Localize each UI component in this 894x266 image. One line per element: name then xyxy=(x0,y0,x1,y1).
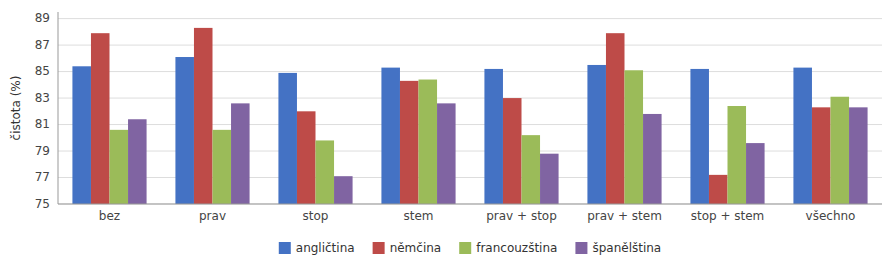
bar xyxy=(175,57,194,204)
bar xyxy=(128,119,147,204)
bar xyxy=(503,98,522,204)
bar xyxy=(484,69,503,204)
y-tick-label: 85 xyxy=(35,64,50,78)
x-tick-label: stem xyxy=(403,209,433,223)
y-tick-label: 83 xyxy=(35,91,50,105)
legend: angličtina němčina francouzština španělštin… xyxy=(279,241,661,255)
grid-line xyxy=(58,45,882,46)
bar xyxy=(606,33,625,204)
x-tick-label: stop + stem xyxy=(691,209,765,223)
bar xyxy=(587,65,606,204)
bar xyxy=(522,135,541,204)
bar xyxy=(437,103,456,204)
legend-label: angličtina xyxy=(296,241,355,255)
bar xyxy=(793,68,812,204)
bar xyxy=(849,107,868,204)
bar xyxy=(194,28,213,204)
chart: 75 77 79 81 83 85 87 89 bez prav stop stem prav + st… xyxy=(0,0,894,266)
bars xyxy=(72,28,867,204)
bar xyxy=(72,66,91,204)
legend-item: španělština xyxy=(575,241,661,255)
legend-item: francouzština xyxy=(459,241,557,255)
grid-line xyxy=(58,18,882,19)
x-tick-label: bez xyxy=(99,209,120,223)
bar xyxy=(831,97,850,204)
bar xyxy=(110,130,129,204)
x-tick-label: prav xyxy=(199,209,226,223)
bar xyxy=(400,81,419,204)
bar xyxy=(91,33,110,204)
bar xyxy=(625,70,644,204)
legend-label: francouzština xyxy=(476,241,557,255)
legend-label: němčina xyxy=(390,241,442,255)
y-tick-label: 79 xyxy=(35,144,50,158)
x-tick-label: prav + stem xyxy=(587,209,662,223)
y-tick-label: 89 xyxy=(35,11,50,25)
bar xyxy=(746,143,765,204)
bar xyxy=(316,140,335,204)
y-tick-label: 81 xyxy=(35,117,50,131)
bar xyxy=(381,68,400,204)
legend-swatch xyxy=(459,242,471,254)
y-axis-label: čistota (%) xyxy=(9,76,23,141)
grid-line xyxy=(58,204,882,205)
bar xyxy=(540,154,559,204)
bar xyxy=(213,130,232,204)
bar xyxy=(231,103,250,204)
bar xyxy=(278,73,297,204)
bar xyxy=(297,111,316,204)
x-tick-label: prav + stop xyxy=(486,209,557,223)
legend-item: angličtina xyxy=(279,241,355,255)
x-tick-label: všechno xyxy=(806,209,856,223)
legend-swatch xyxy=(373,242,385,254)
bar xyxy=(690,69,709,204)
legend-label: španělština xyxy=(592,241,661,255)
x-tick-label: stop xyxy=(303,209,329,223)
y-axis-line xyxy=(58,12,59,204)
bar xyxy=(709,175,728,204)
grid xyxy=(58,19,882,204)
y-tick-label: 75 xyxy=(35,197,50,211)
bar xyxy=(643,114,662,204)
y-tick-label: 77 xyxy=(35,170,50,184)
bar xyxy=(728,106,747,204)
legend-swatch xyxy=(575,242,587,254)
legend-item: němčina xyxy=(373,241,442,255)
bar xyxy=(419,80,438,204)
y-tick-label: 87 xyxy=(35,38,50,52)
bar xyxy=(334,176,353,204)
legend-swatch xyxy=(279,242,291,254)
bar xyxy=(812,107,831,204)
x-axis-line xyxy=(58,204,882,205)
